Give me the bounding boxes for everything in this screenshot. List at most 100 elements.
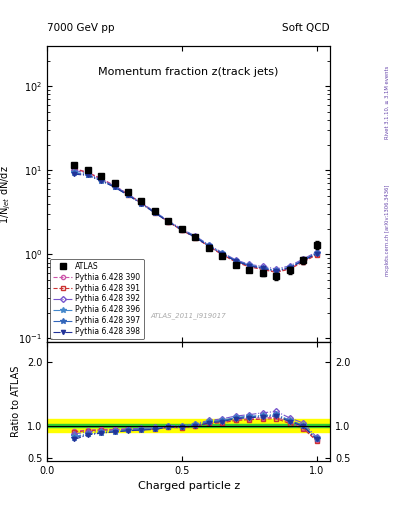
Pythia 6.428 396 — [220, 250, 225, 257]
Pythia 6.428 398 — [287, 265, 292, 271]
Pythia 6.428 392 — [233, 257, 238, 263]
Pythia 6.428 398 — [247, 263, 252, 269]
Pythia 6.428 396 — [233, 258, 238, 264]
Pythia 6.428 392 — [287, 263, 292, 269]
Pythia 6.428 397 — [206, 243, 211, 249]
Pythia 6.428 392 — [99, 176, 103, 182]
Pythia 6.428 391 — [152, 210, 157, 216]
Pythia 6.428 397 — [261, 265, 265, 271]
Pythia 6.428 391 — [261, 266, 265, 272]
Pythia 6.428 390 — [314, 251, 319, 258]
Pythia 6.428 396 — [314, 250, 319, 256]
Pythia 6.428 397 — [301, 257, 305, 263]
Y-axis label: Ratio to ATLAS: Ratio to ATLAS — [11, 366, 21, 437]
Pythia 6.428 396 — [72, 169, 77, 175]
Y-axis label: 1/N$_{jet}$ dN/dz: 1/N$_{jet}$ dN/dz — [0, 165, 13, 224]
Pythia 6.428 390 — [180, 227, 184, 233]
Pythia 6.428 392 — [206, 242, 211, 248]
Pythia 6.428 396 — [166, 218, 171, 224]
Pythia 6.428 391 — [193, 234, 198, 241]
Pythia 6.428 392 — [139, 200, 144, 206]
Legend: ATLAS, Pythia 6.428 390, Pythia 6.428 391, Pythia 6.428 392, Pythia 6.428 396, P: ATLAS, Pythia 6.428 390, Pythia 6.428 39… — [50, 259, 143, 339]
Pythia 6.428 398 — [314, 250, 319, 257]
Pythia 6.428 397 — [247, 262, 252, 268]
Pythia 6.428 396 — [99, 177, 103, 183]
Pythia 6.428 392 — [193, 233, 198, 239]
Pythia 6.428 391 — [139, 200, 144, 206]
Pythia 6.428 396 — [126, 192, 130, 198]
Pythia 6.428 392 — [85, 170, 90, 177]
Pythia 6.428 390 — [99, 176, 103, 182]
Pythia 6.428 392 — [72, 167, 77, 174]
Text: 7000 GeV pp: 7000 GeV pp — [47, 23, 115, 33]
Pythia 6.428 398 — [220, 251, 225, 257]
Pythia 6.428 396 — [85, 172, 90, 178]
Pythia 6.428 390 — [166, 219, 171, 225]
Pythia 6.428 397 — [166, 219, 171, 225]
Pythia 6.428 398 — [274, 268, 279, 274]
Text: ATLAS_2011_I919017: ATLAS_2011_I919017 — [151, 312, 226, 318]
Pythia 6.428 396 — [193, 233, 198, 240]
Pythia 6.428 392 — [261, 263, 265, 269]
Pythia 6.428 391 — [112, 183, 117, 189]
Pythia 6.428 391 — [314, 252, 319, 258]
Line: Pythia 6.428 391: Pythia 6.428 391 — [72, 167, 319, 274]
Pythia 6.428 391 — [301, 259, 305, 265]
Pythia 6.428 396 — [112, 183, 117, 189]
Pythia 6.428 390 — [112, 182, 117, 188]
Line: Pythia 6.428 390: Pythia 6.428 390 — [72, 166, 319, 274]
Pythia 6.428 390 — [139, 200, 144, 206]
Pythia 6.428 398 — [193, 234, 198, 241]
Pythia 6.428 398 — [139, 201, 144, 207]
X-axis label: Charged particle z: Charged particle z — [138, 481, 240, 491]
Pythia 6.428 397 — [99, 178, 103, 184]
Pythia 6.428 398 — [112, 184, 117, 190]
Pythia 6.428 392 — [301, 256, 305, 262]
Pythia 6.428 391 — [220, 252, 225, 258]
Text: mcplots.cern.ch [arXiv:1306.3436]: mcplots.cern.ch [arXiv:1306.3436] — [385, 185, 389, 276]
Bar — [47, 423, 330, 428]
Pythia 6.428 396 — [261, 265, 265, 271]
Pythia 6.428 392 — [152, 209, 157, 215]
Pythia 6.428 396 — [247, 262, 252, 268]
Pythia 6.428 392 — [180, 226, 184, 232]
Pythia 6.428 396 — [152, 209, 157, 216]
Pythia 6.428 396 — [301, 257, 305, 263]
Pythia 6.428 397 — [287, 264, 292, 270]
Pythia 6.428 397 — [233, 258, 238, 264]
Pythia 6.428 398 — [180, 227, 184, 233]
Pythia 6.428 398 — [85, 173, 90, 179]
Pythia 6.428 391 — [85, 169, 90, 176]
Pythia 6.428 396 — [287, 264, 292, 270]
Pythia 6.428 398 — [152, 210, 157, 216]
Pythia 6.428 396 — [180, 226, 184, 232]
Pythia 6.428 390 — [287, 265, 292, 271]
Pythia 6.428 392 — [166, 218, 171, 224]
Pythia 6.428 397 — [152, 210, 157, 216]
Pythia 6.428 397 — [220, 250, 225, 257]
Pythia 6.428 398 — [206, 243, 211, 249]
Pythia 6.428 390 — [220, 251, 225, 258]
Bar — [47, 419, 330, 432]
Pythia 6.428 391 — [287, 266, 292, 272]
Pythia 6.428 390 — [301, 259, 305, 265]
Pythia 6.428 397 — [193, 234, 198, 240]
Line: Pythia 6.428 396: Pythia 6.428 396 — [72, 169, 320, 273]
Pythia 6.428 397 — [85, 172, 90, 178]
Text: Momentum fraction z(track jets): Momentum fraction z(track jets) — [99, 67, 279, 77]
Pythia 6.428 398 — [126, 192, 130, 198]
Pythia 6.428 390 — [274, 269, 279, 275]
Pythia 6.428 391 — [233, 259, 238, 265]
Pythia 6.428 390 — [233, 259, 238, 265]
Pythia 6.428 397 — [139, 201, 144, 207]
Pythia 6.428 392 — [314, 249, 319, 255]
Pythia 6.428 397 — [314, 250, 319, 257]
Pythia 6.428 397 — [126, 192, 130, 198]
Line: Pythia 6.428 398: Pythia 6.428 398 — [72, 172, 319, 273]
Pythia 6.428 390 — [126, 191, 130, 197]
Pythia 6.428 390 — [193, 234, 198, 240]
Pythia 6.428 396 — [274, 267, 279, 273]
Pythia 6.428 398 — [99, 178, 103, 184]
Pythia 6.428 391 — [126, 191, 130, 198]
Pythia 6.428 397 — [180, 227, 184, 233]
